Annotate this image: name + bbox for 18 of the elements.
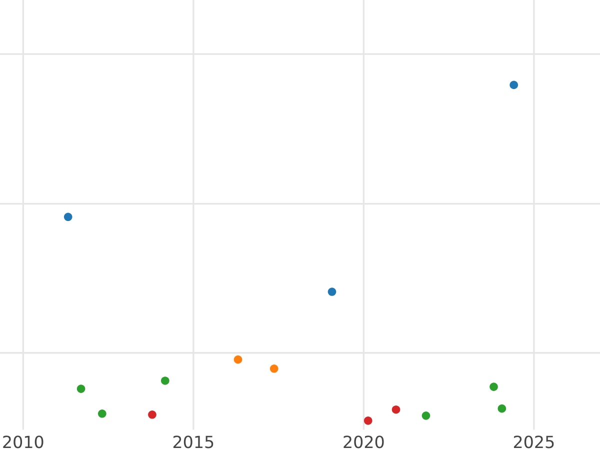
- x-tick-label: 2025: [514, 436, 554, 448]
- point: [392, 405, 400, 414]
- point: [498, 404, 506, 413]
- x-tick-label: 2020: [344, 436, 384, 448]
- point: [160, 376, 170, 385]
- point: [422, 411, 430, 420]
- point: [64, 212, 72, 222]
- point: [76, 384, 86, 393]
- point: [328, 288, 336, 296]
- point: [148, 410, 156, 419]
- point: [234, 355, 242, 364]
- point: [490, 382, 498, 391]
- x-tick-label: 2010: [3, 436, 44, 448]
- point: [98, 409, 106, 418]
- x-tick-label: 2015: [173, 436, 214, 448]
- point: [270, 364, 278, 373]
- point: [510, 80, 518, 90]
- point: [364, 416, 372, 425]
